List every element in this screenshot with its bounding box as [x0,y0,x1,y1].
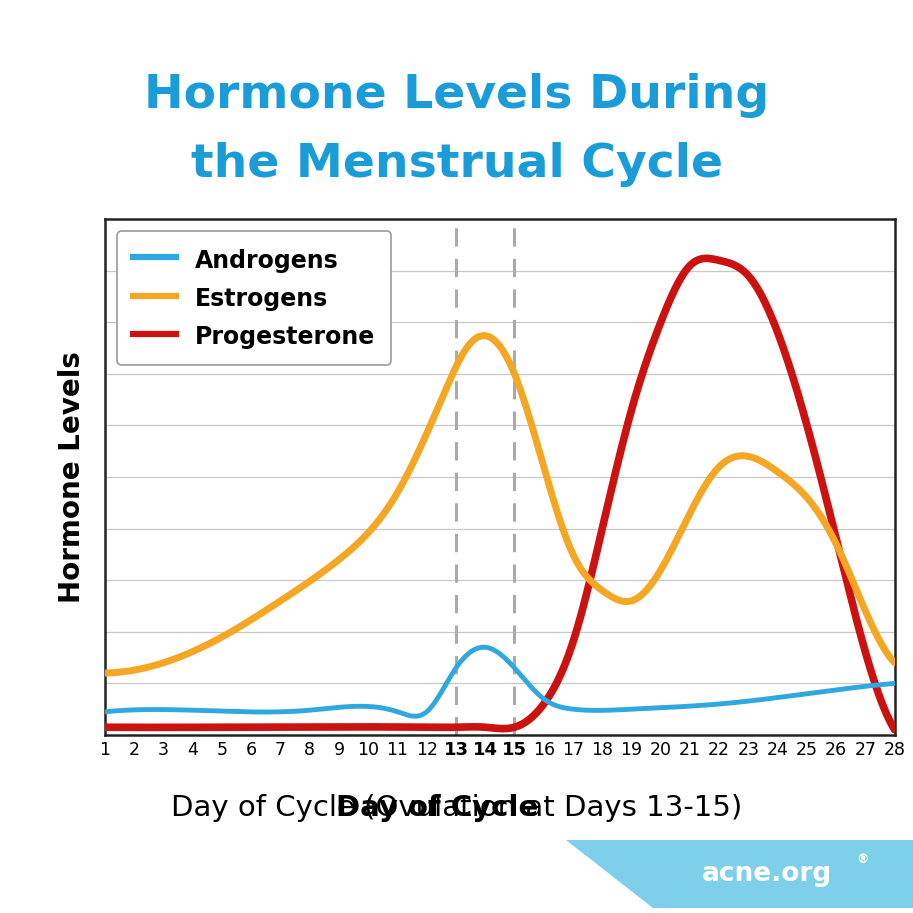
Text: Hormone Levels During: Hormone Levels During [144,73,769,119]
Legend: Androgens, Estrogens, Progesterone: Androgens, Estrogens, Progesterone [117,231,392,365]
Polygon shape [566,840,913,908]
Text: acne.org: acne.org [702,861,833,887]
Text: Day of Cycle (Ovulation at Days 13-15): Day of Cycle (Ovulation at Days 13-15) [171,794,742,822]
Text: the Menstrual Cycle: the Menstrual Cycle [191,142,722,187]
Y-axis label: Hormone Levels: Hormone Levels [58,352,86,603]
Text: Day of Cycle: Day of Cycle [336,794,539,822]
Text: ®: ® [856,853,869,866]
